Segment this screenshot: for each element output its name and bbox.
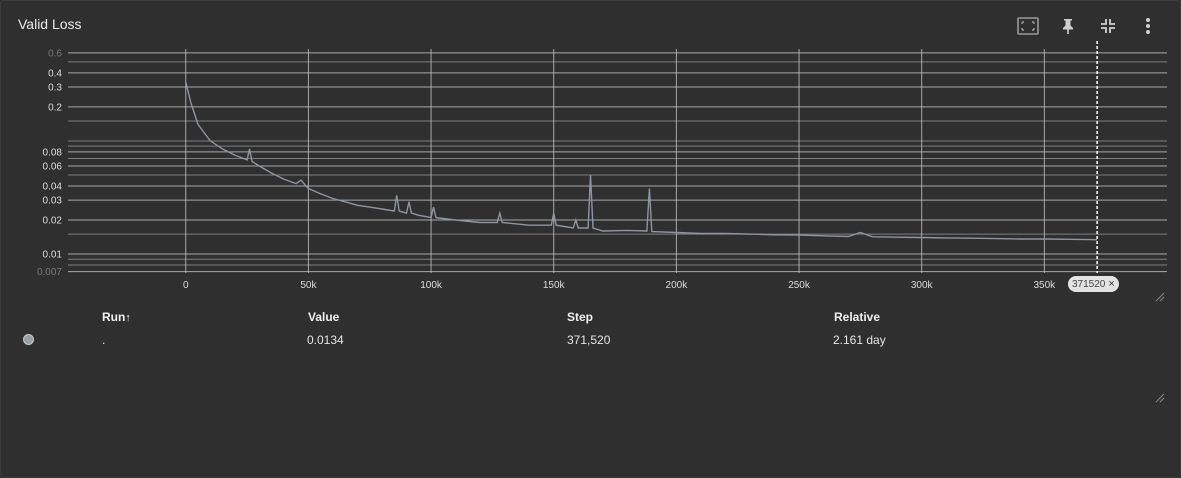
y-tick-label: 0.6 xyxy=(48,48,62,59)
fit-to-data-icon xyxy=(1017,17,1039,35)
x-tick-label: 300k xyxy=(911,280,934,291)
y-tick-label: 0.4 xyxy=(48,68,62,79)
x-tick-label: 200k xyxy=(666,280,689,291)
x-tick-label: 0 xyxy=(183,280,189,291)
y-tick-label: 0.08 xyxy=(43,147,63,158)
run-name-cell: . xyxy=(102,333,106,347)
line-chart[interactable]: 0.6 0.4 0.3 0.2 0.08 0.06 0.04 0.03 0.02 0.01 0.00… xyxy=(1,41,1181,301)
resize-handle-icon[interactable] xyxy=(1155,292,1165,302)
x-tick-label: 50k xyxy=(300,280,317,291)
relative-column-header[interactable]: Relative xyxy=(834,310,881,324)
value-column-header[interactable]: Value xyxy=(308,310,340,324)
y-tick-label: 0.06 xyxy=(43,162,63,173)
more-options-button[interactable] xyxy=(1128,15,1168,37)
step-cell: 371,520 xyxy=(567,333,611,347)
chart-toolbar xyxy=(1008,15,1168,37)
loss-series-line[interactable] xyxy=(185,82,1098,241)
pin-button[interactable] xyxy=(1048,15,1088,37)
step-cursor-label: 371520 xyxy=(1072,278,1106,290)
run-header-label: Run xyxy=(102,310,126,324)
x-tick-label: 100k xyxy=(420,280,443,291)
relative-cell: 2.161 day xyxy=(833,333,886,347)
step-cursor-badge: 371520 × xyxy=(1068,276,1119,292)
y-tick-label: 0.03 xyxy=(43,196,63,207)
sort-up-icon: ↑ xyxy=(125,312,131,324)
x-tick-label: 350k xyxy=(1034,280,1057,291)
run-color-swatch[interactable] xyxy=(23,334,34,345)
collapse-icon xyxy=(1101,19,1115,33)
more-vertical-icon xyxy=(1146,18,1150,34)
step-column-header[interactable]: Step xyxy=(567,310,594,324)
value-cell: 0.0134 xyxy=(307,333,344,347)
close-icon[interactable]: × xyxy=(1108,278,1115,290)
y-tick-label: 0.007 xyxy=(37,267,62,278)
table-resize-handle-icon[interactable] xyxy=(1155,393,1165,403)
x-tick-label: 250k xyxy=(788,280,811,291)
y-tick-label: 0.3 xyxy=(48,82,62,93)
y-tick-label: 0.02 xyxy=(43,216,63,227)
x-tick-label: 150k xyxy=(543,280,566,291)
fit-to-data-button[interactable] xyxy=(1008,15,1048,37)
y-tick-label: 0.04 xyxy=(43,181,63,192)
y-tick-label: 0.01 xyxy=(43,250,63,261)
card-title: Valid Loss xyxy=(18,16,82,32)
run-column-header[interactable]: Run↑ xyxy=(102,310,131,324)
collapse-button[interactable] xyxy=(1088,15,1128,37)
y-tick-label: 0.2 xyxy=(48,102,62,113)
pin-icon xyxy=(1063,19,1073,34)
